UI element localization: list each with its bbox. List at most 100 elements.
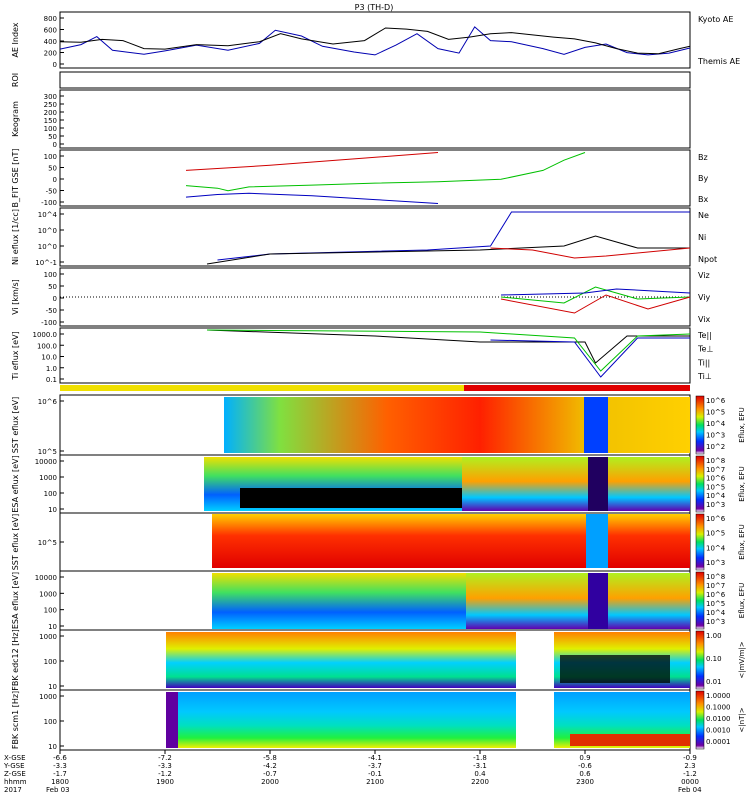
ytick-bfield: 0 (53, 176, 57, 184)
ytick-bfield: 100 (44, 153, 57, 161)
xfooter-year: 2017 (4, 786, 22, 794)
ytick-sst_i: 10^5 (38, 539, 57, 547)
colorbar-tick-sst_i: 10^5 (706, 530, 725, 538)
panel-frame-roi (59, 71, 691, 89)
xtick-hhmm: 0000 (681, 778, 699, 786)
ytick-ae: 400 (44, 38, 57, 46)
esa-i-fill-b (466, 573, 690, 629)
ytick-velocity: 50 (48, 283, 57, 291)
colorbar-tick-esa_e: 10^5 (706, 483, 725, 491)
series-Ti-perp (490, 337, 690, 378)
sst-i-fill (212, 514, 690, 568)
xtick-x-gse: -5.8 (263, 754, 277, 762)
colorbar-label-esa_e: Eflux, EFU (738, 466, 746, 501)
ytick-esa_i: 10 (48, 623, 57, 631)
series-Vix (500, 288, 691, 296)
ytick-esa_e: 100 (44, 490, 57, 498)
esa-i-fill-a (212, 573, 466, 629)
series-Bz (185, 152, 439, 171)
ytick-fbk_b: 10 (48, 743, 57, 751)
region-bar-yellow (60, 385, 464, 391)
fbk-b-col (166, 692, 178, 748)
x-axis: -6.6-3.3-1.71800-7.2-3.3-1.21900-5.8-4.2… (3, 750, 702, 794)
ytick-sst_e: 10^6 (38, 398, 58, 406)
colorbar-tick-esa_i: 10^3 (706, 618, 725, 626)
xtick-z-gse: 0.4 (474, 770, 486, 778)
xtick-x-gse: -7.2 (158, 754, 172, 762)
ytick-fbk_e: 100 (44, 658, 57, 666)
fbk-b-fill-a (166, 692, 516, 748)
ytick-temperature: 1.0 (46, 365, 57, 373)
colorbar-tick-esa_e: 10^3 (706, 501, 725, 509)
legend-bfield: Bz (698, 153, 708, 162)
series-Themis-AE (59, 27, 691, 55)
ytick-esa_i: 100 (44, 607, 57, 615)
sst-i-dropout (586, 514, 608, 568)
ylabel-temperature: Ti eflux [eV] (11, 331, 20, 380)
ylabel-sst_e: SST eflux [eV] (11, 397, 20, 454)
colorbar-tick-fbk_b: 1.0000 (706, 692, 731, 700)
ytick-ae: 0 (53, 61, 57, 69)
series-Te-par (206, 329, 690, 364)
xtick-y-gse: -3.3 (158, 762, 172, 770)
xtick-z-gse: -1.2 (683, 770, 697, 778)
ytick-density: 10^4 (38, 211, 58, 219)
esa-i-dropout (588, 573, 608, 629)
legend-bfield: Bx (698, 195, 708, 204)
xfooter-end: Feb 04 (678, 786, 702, 794)
xtick-hhmm: 2000 (261, 778, 279, 786)
xtick-x-gse: -0.9 (683, 754, 697, 762)
ytick-keogram: 250 (44, 101, 57, 109)
colorbar-fbk_e (695, 630, 705, 690)
xtick-y-gse: 2.3 (684, 762, 695, 770)
ytick-ae: 600 (44, 27, 57, 35)
ytick-esa_e: 1000 (39, 474, 57, 482)
colorbar-tick-esa_i: 10^5 (706, 600, 725, 608)
ytick-sst_e: 10^5 (38, 448, 57, 456)
region-bar-red (464, 385, 690, 391)
xtick-z-gse: -0.1 (368, 770, 382, 778)
ytick-keogram: 50 (48, 133, 57, 141)
ylabel-sst_i: SST eflux [eV] (11, 514, 20, 571)
fbk-b-red (570, 734, 690, 746)
xtick-hhmm: 2200 (471, 778, 489, 786)
ylabel-bfield: B_FIT GSE [nT] (11, 149, 20, 208)
colorbar-tick-esa_e: 10^4 (706, 492, 726, 500)
xtick-y-gse: -0.6 (578, 762, 592, 770)
ytick-bfield: 50 (48, 165, 57, 173)
colorbar-sst_e (695, 395, 705, 455)
colorbar-label-sst_i: Eflux, EFU (738, 524, 746, 559)
colorbar-tick-fbk_b: 0.0100 (706, 715, 731, 723)
legend-bfield: By (698, 174, 708, 183)
esa-e-dropout (588, 457, 608, 511)
xtick-y-gse: -4.2 (263, 762, 277, 770)
colorbar-tick-fbk_b: 0.0010 (706, 727, 731, 735)
colorbar-tick-esa_i: 10^6 (706, 591, 726, 599)
legend-velocity: Viz (698, 271, 710, 280)
colorbar-tick-esa_i: 10^8 (706, 573, 725, 581)
colorbar-tick-fbk_b: 0.1000 (706, 704, 731, 712)
series-Ti-par (206, 329, 691, 372)
spectrogram-fills (166, 397, 690, 748)
ytick-ae: 200 (44, 50, 57, 58)
xtick-z-gse: 0.6 (579, 770, 591, 778)
colorbar-tick-sst_e: 10^4 (706, 420, 726, 428)
ytick-velocity: 0 (53, 295, 57, 303)
ylabel-esa_e: ESA eflux [eV] (11, 455, 20, 512)
ylabel-esa_i: ESA eflux [eV] (11, 572, 20, 629)
colorbar-tick-esa_i: 10^4 (706, 609, 726, 617)
ylabel-ae: AE Index (11, 22, 20, 57)
ytick-temperature: 100.0 (37, 342, 57, 350)
ylabel-velocity: Vi [km/s] (11, 279, 20, 315)
series-Ni (206, 235, 690, 265)
series-Viy (500, 286, 691, 304)
colorbar-label-fbk_b: <|nT|> (738, 707, 746, 732)
colorbar-tick-sst_e: 10^2 (706, 443, 725, 451)
legend-density: Ni (698, 233, 706, 242)
colorbar-esa_i (695, 571, 705, 630)
xfooter-label: hhmm (4, 778, 27, 786)
colorbar-tick-sst_e: 10^3 (706, 432, 725, 440)
xtick-x-gse: -4.1 (368, 754, 382, 762)
ytick-fbk_b: 1000 (39, 693, 57, 701)
colorbar-tick-sst_e: 10^6 (706, 397, 726, 405)
